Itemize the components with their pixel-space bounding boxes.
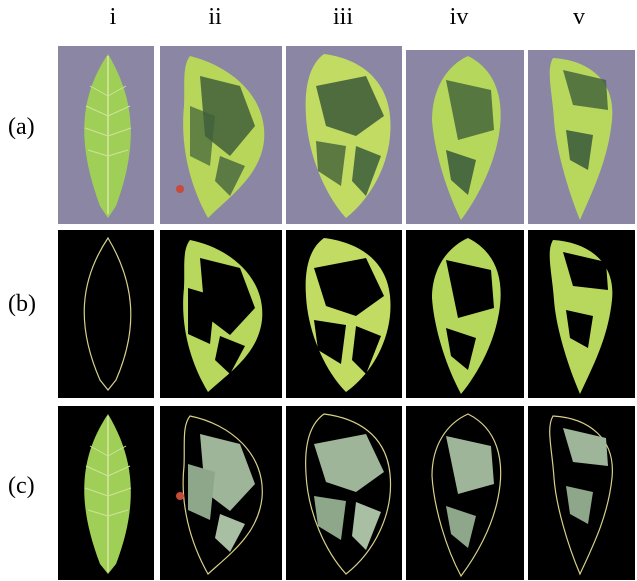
column-label-v: v xyxy=(573,4,585,30)
panel-a-ii xyxy=(160,46,282,224)
row-label-a: (a) xyxy=(8,114,35,140)
panel-b-v xyxy=(528,230,635,398)
row-label-c: (c) xyxy=(8,473,35,499)
panel-a-iv xyxy=(406,50,524,224)
column-label-iii: iii xyxy=(332,4,353,30)
panel-b-ii xyxy=(160,230,282,398)
column-label-iv: iv xyxy=(449,4,469,30)
column-label-i: i xyxy=(109,4,117,30)
panel-b-iv xyxy=(406,230,524,398)
panel-c-v xyxy=(528,406,635,580)
panel-b-iii xyxy=(286,230,402,398)
panel-a-i xyxy=(58,46,154,224)
row-label-b: (b) xyxy=(8,291,36,317)
panel-c-ii xyxy=(160,406,282,580)
column-label-ii: ii xyxy=(208,4,222,30)
panel-a-v xyxy=(528,50,635,224)
panel-c-i xyxy=(58,406,154,580)
panel-a-iii xyxy=(286,46,402,224)
panel-c-iv xyxy=(406,406,524,580)
panel-b-i xyxy=(58,230,154,398)
panel-c-iii xyxy=(286,406,402,580)
